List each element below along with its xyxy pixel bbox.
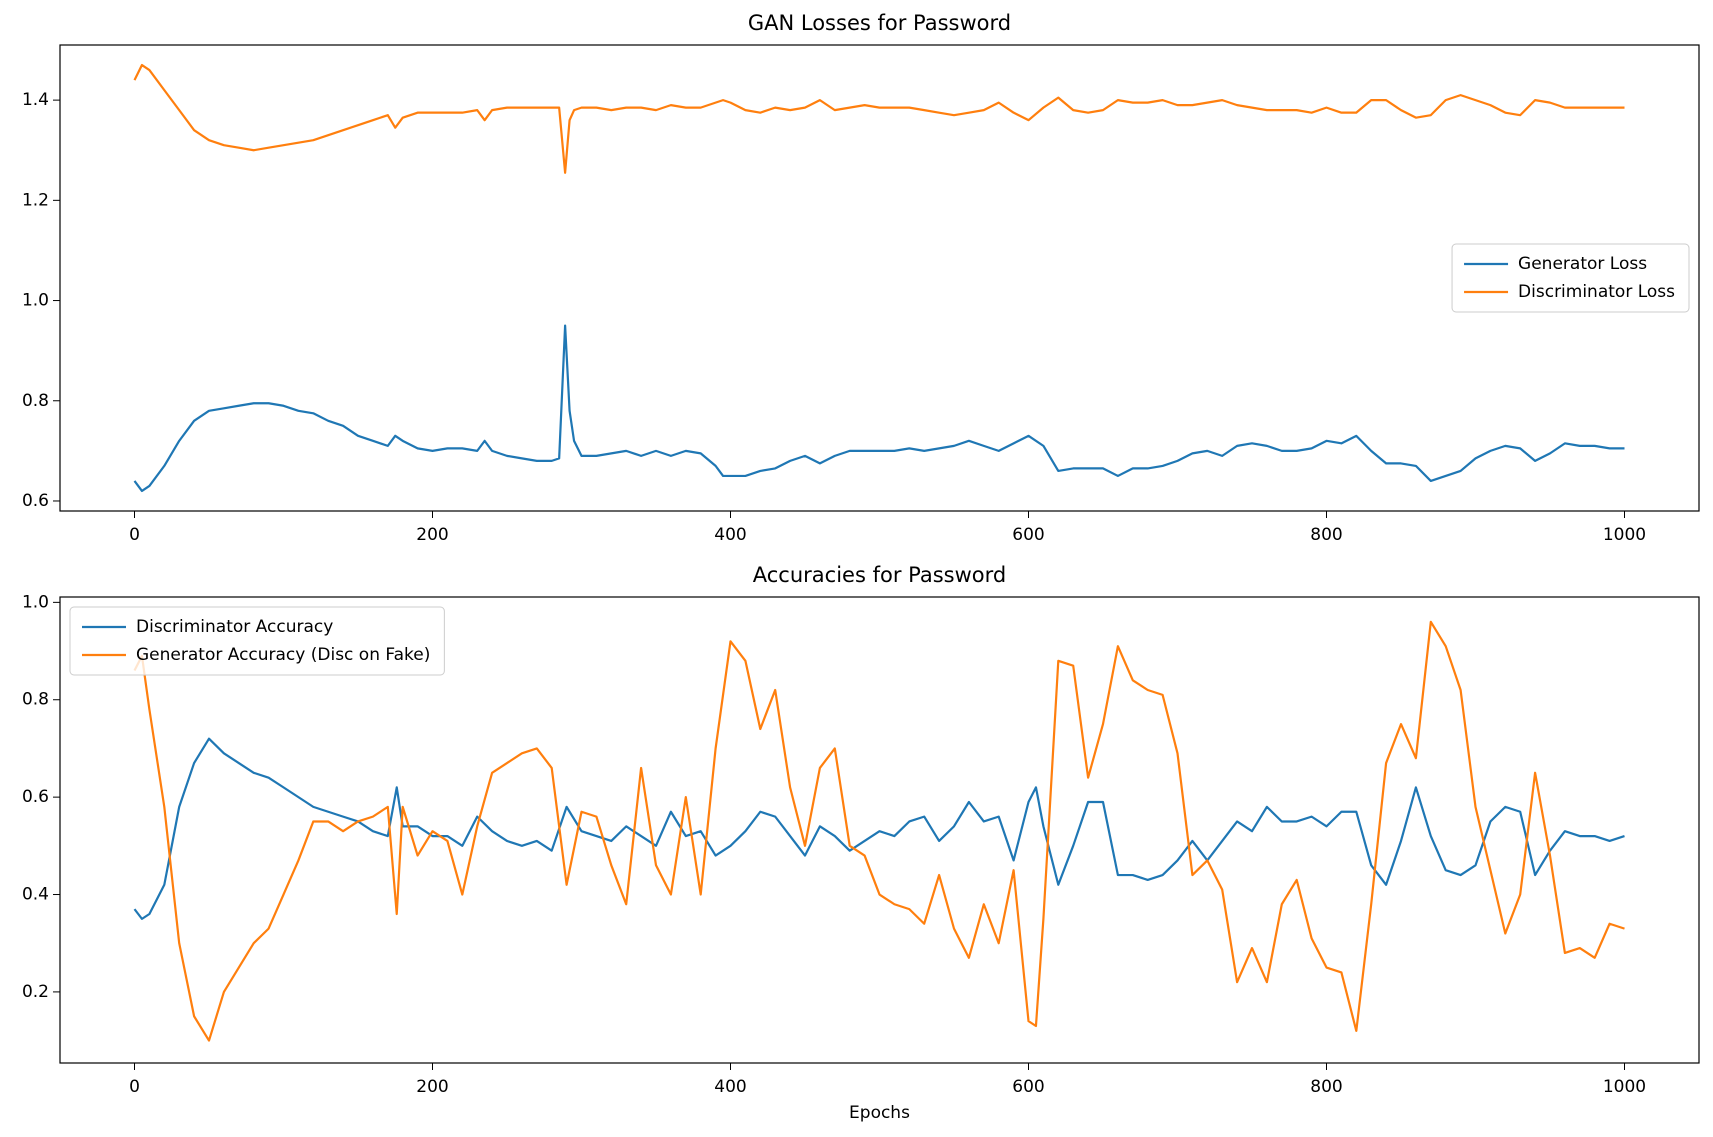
legend: Discriminator Accuracy Generator Accuracy… [69, 606, 445, 676]
legend: Generator Loss Discriminator Loss [1451, 243, 1690, 313]
y-tick-label: 1.0 [22, 291, 49, 311]
y-tick-label: 0.6 [22, 787, 49, 807]
y-tick-label: 1.2 [22, 190, 49, 210]
x-tick-label: 600 [1012, 525, 1044, 545]
x-tick-label: 400 [714, 1077, 746, 1097]
axes-frame [59, 596, 1700, 1064]
y-tick-label: 1.0 [22, 592, 49, 612]
x-tick-label: 400 [714, 525, 746, 545]
y-tick-label: 0.6 [22, 491, 49, 511]
y-tick-label: 0.4 [22, 885, 49, 905]
series-line [133, 620, 1625, 1042]
x-axis-label: Epochs [849, 1103, 910, 1123]
chart-title: GAN Losses for Password [748, 11, 1011, 35]
series-line [133, 63, 1625, 174]
legend-label: Generator Loss [1518, 254, 1647, 274]
y-tick-label: 0.8 [22, 391, 49, 411]
x-tick-label: 200 [416, 525, 448, 545]
y-tick-label: 0.2 [22, 982, 49, 1002]
x-tick-label: 1000 [1603, 525, 1646, 545]
plot-area [133, 63, 1625, 493]
x-tick-label: 0 [129, 1077, 140, 1097]
x-tick-label: 200 [416, 1077, 448, 1097]
x-tick-label: 1000 [1603, 1077, 1646, 1097]
legend-label: Discriminator Accuracy [136, 617, 333, 637]
legend-label: Discriminator Loss [1518, 282, 1675, 302]
series-line [133, 324, 1625, 493]
x-tick-label: 600 [1012, 1077, 1044, 1097]
plot-area [133, 620, 1625, 1042]
y-tick-label: 0.8 [22, 690, 49, 710]
legend-box [69, 606, 445, 676]
chart-title: Accuracies for Password [753, 563, 1006, 587]
legend-label: Generator Accuracy (Disc on Fake) [136, 645, 430, 665]
x-tick-label: 800 [1310, 1077, 1342, 1097]
legend-box [1451, 243, 1690, 313]
x-tick-label: 0 [129, 525, 140, 545]
series-line [133, 737, 1625, 920]
x-tick-label: 800 [1310, 525, 1342, 545]
y-tick-label: 1.4 [22, 90, 49, 110]
axes-frame [59, 44, 1700, 512]
